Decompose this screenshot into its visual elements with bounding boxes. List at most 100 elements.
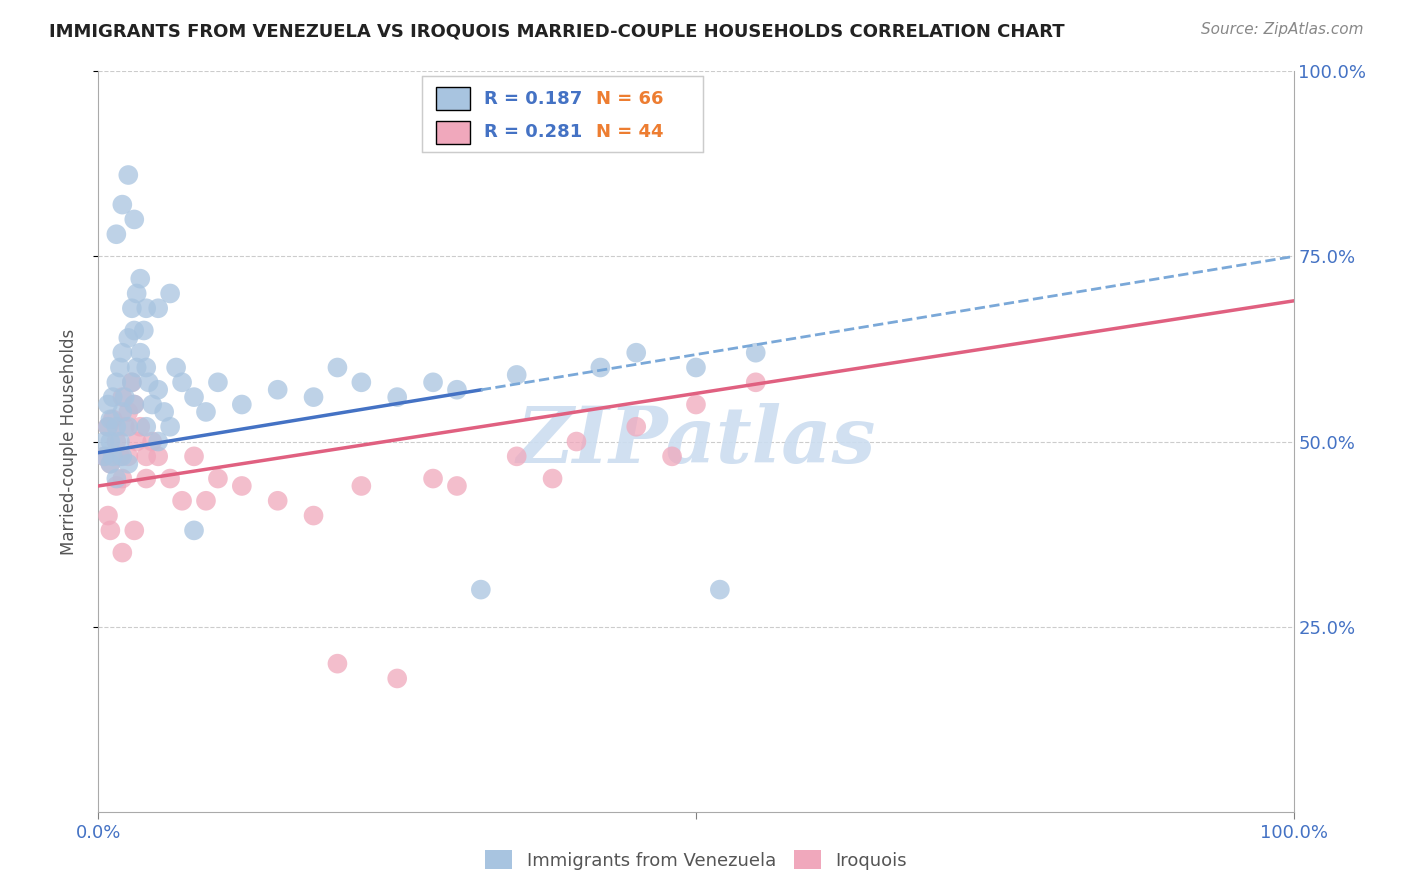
Point — [97, 508, 120, 523]
Point — [685, 398, 707, 412]
Point — [165, 360, 187, 375]
Point — [541, 471, 564, 485]
Point — [709, 582, 731, 597]
Point — [183, 390, 205, 404]
Point — [231, 479, 253, 493]
Point — [207, 471, 229, 485]
Point — [135, 471, 157, 485]
Point — [117, 457, 139, 471]
Point — [111, 450, 134, 464]
Point — [446, 383, 468, 397]
Point — [93, 434, 115, 449]
Point — [350, 479, 373, 493]
Point — [105, 434, 128, 449]
Point — [124, 398, 146, 412]
Point — [422, 376, 444, 390]
Point — [745, 345, 768, 359]
Point — [141, 398, 163, 412]
Point — [506, 450, 529, 464]
Point — [135, 301, 157, 316]
Point — [98, 457, 122, 471]
FancyBboxPatch shape — [436, 121, 470, 144]
Point — [101, 450, 124, 464]
Point — [159, 286, 181, 301]
Point — [117, 168, 139, 182]
Point — [105, 227, 128, 242]
Point — [159, 471, 181, 485]
Point — [132, 324, 155, 338]
Text: N = 44: N = 44 — [596, 123, 664, 141]
Point — [326, 360, 349, 375]
Point — [117, 419, 139, 434]
Text: IMMIGRANTS FROM VENEZUELA VS IROQUOIS MARRIED-COUPLE HOUSEHOLDS CORRELATION CHAR: IMMIGRANTS FROM VENEZUELA VS IROQUOIS MA… — [49, 22, 1064, 40]
Point — [108, 360, 131, 375]
Point — [125, 434, 148, 449]
Point — [153, 405, 176, 419]
Point — [105, 479, 128, 493]
Text: N = 66: N = 66 — [596, 89, 664, 108]
Point — [565, 434, 588, 449]
Point — [148, 301, 170, 316]
Point — [195, 493, 218, 508]
Point — [589, 360, 612, 375]
Point — [148, 450, 170, 464]
Point — [172, 493, 194, 508]
Legend: Immigrants from Venezuela, Iroquois: Immigrants from Venezuela, Iroquois — [478, 843, 914, 877]
Point — [105, 376, 128, 390]
Point — [231, 398, 253, 412]
Point — [105, 419, 128, 434]
Point — [108, 450, 131, 464]
Point — [124, 212, 146, 227]
Point — [183, 450, 205, 464]
Point — [626, 419, 648, 434]
Text: R = 0.281: R = 0.281 — [484, 123, 595, 141]
Point — [350, 376, 373, 390]
Point — [97, 398, 120, 412]
Point — [93, 450, 115, 464]
Point — [101, 390, 124, 404]
Point — [124, 398, 146, 412]
Point — [135, 360, 157, 375]
Point — [135, 450, 157, 464]
Point — [129, 419, 152, 434]
Point — [172, 376, 194, 390]
Point — [124, 524, 146, 538]
Point — [98, 434, 122, 449]
Point — [129, 345, 152, 359]
Point — [98, 457, 122, 471]
Point — [207, 376, 229, 390]
Point — [302, 390, 325, 404]
Point — [385, 390, 409, 404]
Point — [302, 508, 325, 523]
Point — [108, 434, 131, 449]
Point — [470, 582, 492, 597]
Point — [626, 345, 648, 359]
Point — [141, 434, 163, 449]
Point — [117, 331, 139, 345]
Point — [98, 524, 122, 538]
Text: ZIPatlas: ZIPatlas — [516, 403, 876, 480]
Point — [105, 471, 128, 485]
Y-axis label: Married-couple Households: Married-couple Households — [59, 328, 77, 555]
Point — [121, 301, 143, 316]
Point — [124, 324, 146, 338]
Point — [135, 419, 157, 434]
Point — [326, 657, 349, 671]
Point — [114, 390, 136, 404]
Point — [267, 383, 290, 397]
Point — [117, 405, 139, 419]
Point — [114, 419, 136, 434]
Point — [111, 405, 134, 419]
Point — [121, 376, 143, 390]
Point — [138, 376, 160, 390]
FancyBboxPatch shape — [436, 87, 470, 110]
Point — [98, 412, 122, 426]
Point — [101, 412, 124, 426]
Point — [129, 271, 152, 285]
Point — [111, 197, 134, 211]
Text: R = 0.187: R = 0.187 — [484, 89, 595, 108]
Point — [111, 546, 134, 560]
Point — [267, 493, 290, 508]
Point — [685, 360, 707, 375]
Point — [195, 405, 218, 419]
